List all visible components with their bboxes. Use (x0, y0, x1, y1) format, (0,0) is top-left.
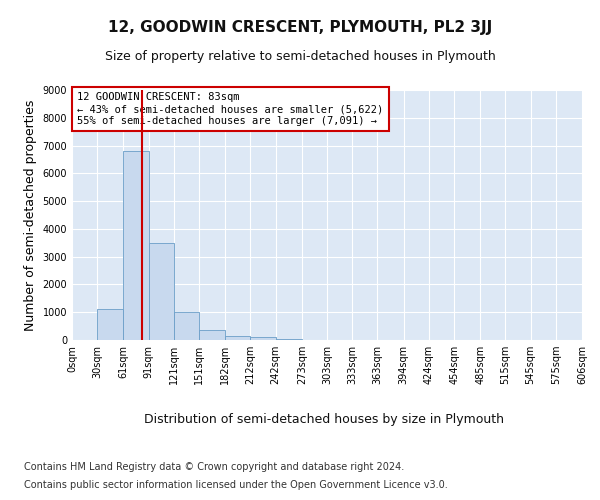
Bar (97, 310, 124, 340)
Bar (225, 336, 250, 340)
Bar (124, 151, 149, 340)
Text: 12 GOODWIN CRESCENT: 83sqm
← 43% of semi-detached houses are smaller (5,622)
55%: 12 GOODWIN CRESCENT: 83sqm ← 43% of semi… (77, 92, 383, 126)
Bar (199, 330, 225, 340)
Text: 12, GOODWIN CRESCENT, PLYMOUTH, PL2 3JJ: 12, GOODWIN CRESCENT, PLYMOUTH, PL2 3JJ (108, 20, 492, 35)
Y-axis label: Number of semi-detached properties: Number of semi-detached properties (24, 100, 37, 330)
Text: Contains public sector information licensed under the Open Government Licence v3: Contains public sector information licen… (24, 480, 448, 490)
Text: Contains HM Land Registry data © Crown copyright and database right 2024.: Contains HM Land Registry data © Crown c… (24, 462, 404, 472)
Text: Distribution of semi-detached houses by size in Plymouth: Distribution of semi-detached houses by … (144, 412, 504, 426)
Bar (174, 312, 199, 340)
Bar (149, 243, 174, 340)
Bar (250, 337, 275, 340)
Bar (275, 338, 302, 340)
Text: Size of property relative to semi-detached houses in Plymouth: Size of property relative to semi-detach… (104, 50, 496, 63)
